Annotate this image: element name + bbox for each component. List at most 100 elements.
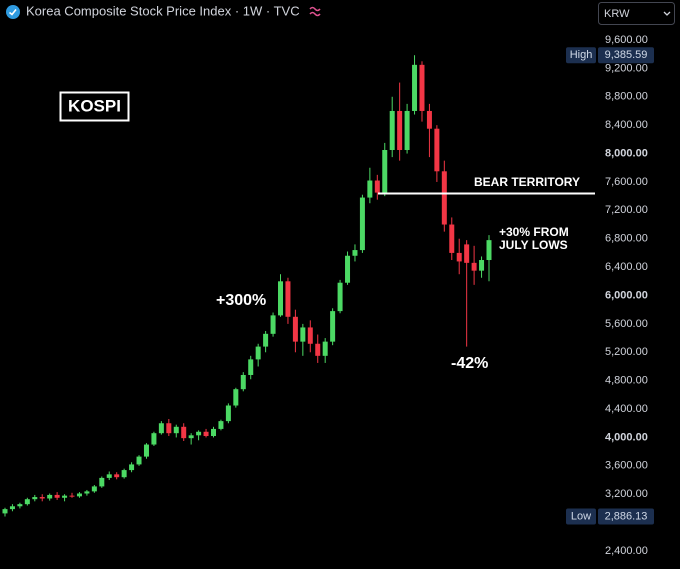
candle-body xyxy=(307,327,313,344)
candle-body xyxy=(121,470,127,478)
candle-body xyxy=(292,316,298,342)
candle-body xyxy=(91,486,97,492)
candle-body xyxy=(389,110,395,151)
y-tick-label: 7,600.00 xyxy=(605,176,648,188)
candle-body xyxy=(322,341,328,356)
candle-body xyxy=(173,426,179,434)
candle-body xyxy=(166,423,172,434)
candle-body xyxy=(151,433,157,445)
candle-body xyxy=(188,435,194,439)
candle-body xyxy=(2,509,8,514)
annotation: JULY LOWS xyxy=(499,238,568,252)
candle-body xyxy=(233,389,239,406)
y-tick-label: 6,400.00 xyxy=(605,261,648,273)
candle-body xyxy=(129,464,135,471)
candle-body xyxy=(352,250,358,256)
candle-body xyxy=(248,359,254,375)
candle-body xyxy=(367,180,373,198)
candle-body xyxy=(62,495,68,498)
high-marker-value: 9,385.59 xyxy=(605,49,648,61)
badge-label: KOSPI xyxy=(68,96,121,115)
y-tick-label: 8,000.00 xyxy=(605,147,648,159)
candle-body xyxy=(114,474,120,478)
y-tick-label: 6,800.00 xyxy=(605,233,648,245)
candle-body xyxy=(441,171,447,225)
y-tick-label: 9,200.00 xyxy=(605,62,648,74)
y-tick-label: 8,800.00 xyxy=(605,91,648,103)
currency-label: KRW xyxy=(604,8,630,20)
high-marker-name-bg xyxy=(566,47,596,64)
y-tick-label: 6,000.00 xyxy=(605,289,648,301)
candle-body xyxy=(471,262,477,271)
candle-body xyxy=(382,150,388,193)
badge-box xyxy=(59,91,130,122)
candle-body xyxy=(315,343,321,356)
candle-body xyxy=(434,128,440,172)
candle-body xyxy=(136,456,142,465)
candle-body xyxy=(404,110,410,151)
candle-body xyxy=(412,64,418,111)
candle-body xyxy=(54,494,60,498)
candle-body xyxy=(203,431,209,437)
candle-body xyxy=(106,474,112,478)
candle-body xyxy=(99,477,105,487)
y-tick-label: 7,200.00 xyxy=(605,204,648,216)
y-tick-label: 5,600.00 xyxy=(605,318,648,330)
y-tick-label: 4,000.00 xyxy=(605,431,648,443)
chart-title: Korea Composite Stock Price Index · 1W ·… xyxy=(26,3,300,18)
candle-body xyxy=(278,281,284,316)
candle-body xyxy=(32,497,38,500)
y-tick-label: 4,800.00 xyxy=(605,375,648,387)
high-marker-name: High xyxy=(570,49,593,61)
low-marker-value-bg xyxy=(598,508,654,525)
y-tick-label: 3,600.00 xyxy=(605,460,648,472)
candle-body xyxy=(158,423,164,434)
annotation: BEAR TERRITORY xyxy=(474,175,580,189)
candle-body xyxy=(359,197,365,251)
candle-body xyxy=(69,495,75,497)
live-icon xyxy=(309,6,321,17)
y-tick-label: 9,600.00 xyxy=(605,34,648,46)
candle-body xyxy=(225,405,231,422)
candle-body xyxy=(255,346,261,360)
annotation: -42% xyxy=(451,355,488,372)
symbol-icon-check xyxy=(9,9,17,16)
candle-body xyxy=(397,110,403,151)
candle-body xyxy=(84,491,90,494)
annotation: +300% xyxy=(216,292,266,309)
candle-body xyxy=(464,244,470,263)
candle-body xyxy=(285,281,291,317)
annotation: +30% FROM xyxy=(499,225,569,239)
candle-body xyxy=(479,260,485,271)
candle-body xyxy=(181,426,187,439)
candle-body xyxy=(345,255,351,283)
candle-body xyxy=(449,224,455,253)
y-tick-label: 5,200.00 xyxy=(605,346,648,358)
candle-body xyxy=(196,431,202,436)
candle-body xyxy=(263,333,269,347)
low-marker-value: 2,886.13 xyxy=(605,510,648,522)
y-tick-label: 8,400.00 xyxy=(605,119,648,131)
candle-body xyxy=(486,240,492,261)
candle-body xyxy=(300,327,306,342)
candle-body xyxy=(143,444,149,457)
y-tick-label: 2,400.00 xyxy=(605,545,648,557)
y-tick-label: 3,200.00 xyxy=(605,488,648,500)
dropdown-chevron xyxy=(663,11,671,16)
low-marker-name-bg xyxy=(566,508,596,525)
high-marker-value-bg xyxy=(598,47,654,64)
y-tick-label: 4,400.00 xyxy=(605,403,648,415)
plot-area xyxy=(2,55,492,517)
candle-body xyxy=(374,180,380,193)
candle-body xyxy=(270,315,276,334)
candle-body xyxy=(337,282,343,312)
candle-body xyxy=(330,311,336,342)
candle-body xyxy=(210,428,216,437)
currency-dropdown[interactable] xyxy=(598,2,675,25)
candle-body xyxy=(24,499,30,505)
candle-body xyxy=(218,421,224,429)
candle-body xyxy=(456,252,462,262)
candle-body xyxy=(419,64,425,111)
low-marker-name: Low xyxy=(571,510,591,522)
